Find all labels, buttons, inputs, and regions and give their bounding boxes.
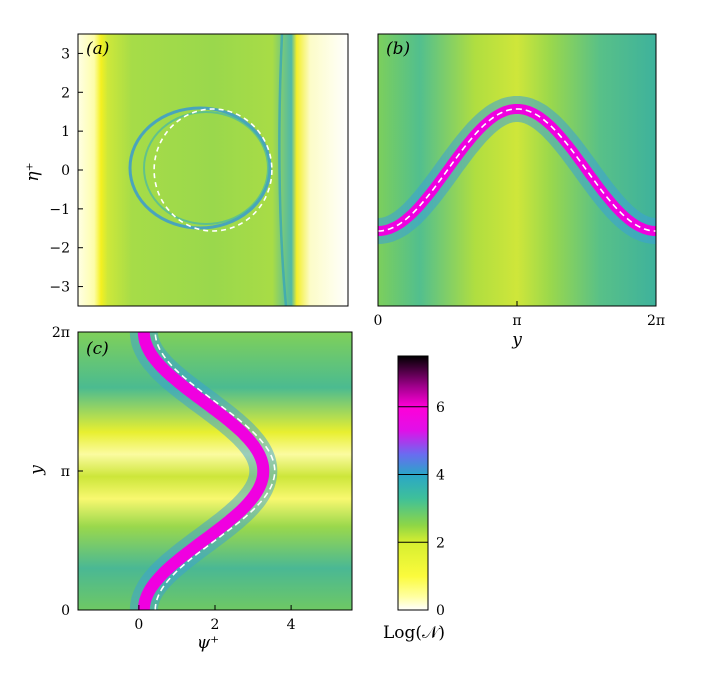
panel-a: −3 −2 −1 0 1 2 3 (a) η⁺: [23, 33, 349, 307]
panel-b-heatmap: [378, 34, 656, 306]
colorbar-tick-label: 6: [436, 400, 445, 416]
colorbar-ticks: 0 2 4 6: [398, 400, 445, 619]
panel-b-x-ticks: 0 π 2π: [374, 301, 665, 329]
panel-b: 0 π 2π (b) y: [374, 33, 665, 350]
panel-a-dashed-circle: [153, 108, 273, 232]
y-tick-label: 0: [61, 603, 70, 619]
panel-c-label: (c): [86, 339, 109, 359]
y-tick-label: 0: [61, 163, 70, 179]
panel-b-xlabel: y: [511, 330, 522, 350]
panel-c-ylabel: y: [27, 465, 47, 476]
x-tick-label: 2π: [647, 313, 665, 329]
y-tick-label: 2: [61, 85, 70, 101]
panel-a-ring-inner: [143, 111, 269, 225]
panel-c-dashed-curve: [154, 332, 276, 610]
y-tick-label: π: [61, 464, 70, 480]
panel-c-x-ticks: 0 2 4: [134, 605, 296, 633]
panel-c-y-ticks: 0 π 2π: [52, 325, 83, 619]
panel-a-ylabel: η⁺: [23, 162, 43, 181]
panel-b-dashed-curve: [378, 108, 656, 232]
panel-a-y-ticks: −3 −2 −1 0 1 2 3: [49, 46, 83, 296]
panel-b-label: (b): [386, 39, 410, 59]
panel-a-structures: [128, 34, 288, 306]
y-tick-label: 3: [61, 46, 70, 62]
y-tick-label: −1: [49, 202, 70, 218]
x-tick-label: 4: [287, 617, 296, 633]
colorbar: 0 2 4 6 Log(𝒩): [383, 355, 445, 643]
x-tick-label: 0: [374, 313, 383, 329]
colorbar-gradient: [397, 355, 429, 611]
y-tick-label: −2: [49, 241, 70, 257]
colorbar-tick-label: 0: [436, 603, 445, 619]
panel-a-heatmap: [78, 34, 348, 306]
panel-a-ring-outer: [128, 106, 272, 230]
panel-c-band: [137, 332, 270, 610]
y-tick-label: 1: [61, 124, 70, 140]
y-tick-label: −3: [49, 280, 70, 296]
colorbar-tick-label: 4: [436, 468, 445, 484]
x-tick-label: 0: [134, 617, 143, 633]
panel-c-xlabel: ψ⁺: [197, 633, 219, 653]
colorbar-label: Log(𝒩): [383, 623, 445, 643]
panel-a-label: (a): [86, 39, 109, 59]
panel-c: 0 2 4 0 π 2π (c) ψ⁺ y: [27, 325, 353, 653]
x-tick-label: π: [512, 313, 521, 329]
y-tick-label: 2π: [52, 325, 70, 341]
panel-c-heatmap: [78, 332, 352, 610]
colorbar-tick-label: 2: [436, 535, 445, 551]
panel-a-edge-band: [278, 34, 288, 306]
x-tick-label: 2: [211, 617, 220, 633]
panel-c-structures: [129, 332, 278, 610]
